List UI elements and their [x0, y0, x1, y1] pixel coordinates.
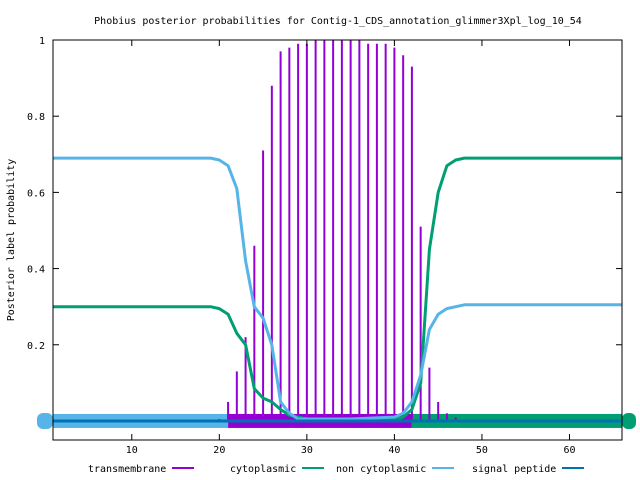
- probability-lines: [53, 156, 622, 423]
- y-tick-label: 1: [39, 36, 45, 47]
- x-tick-label: 10: [126, 445, 138, 456]
- x-tick-label: 60: [563, 445, 575, 456]
- legend-label: non cytoplasmic: [336, 464, 426, 475]
- y-axis-label: Posterior label probability: [6, 159, 17, 322]
- chart-title: Phobius posterior probabilities for Cont…: [94, 16, 582, 27]
- series-line-0: [53, 156, 622, 421]
- y-tick-label: 0.8: [27, 112, 45, 123]
- legend: transmembrane cytoplasmic non cytoplasmic s…: [88, 464, 584, 475]
- x-tick-label: 40: [388, 445, 400, 456]
- topology-band-end-cap: [622, 412, 636, 429]
- y-tick-label: 0.2: [27, 341, 45, 352]
- legend-label: cytoplasmic: [230, 464, 296, 475]
- plot-frame: [52, 39, 623, 441]
- transmembrane-impulses: [218, 40, 457, 421]
- y-tick-label: 0.6: [27, 188, 45, 199]
- y-tick-label: 0.4: [27, 265, 45, 276]
- x-tick-label: 30: [301, 445, 313, 456]
- legend-label: signal peptide: [472, 464, 556, 475]
- x-tick-label: 20: [213, 445, 225, 456]
- legend-label: transmembrane: [88, 464, 166, 475]
- topology-band-cap-0: [37, 412, 53, 429]
- axis-ticks: 10 20 30 40 50 60 0.2 0.4 0.6 0.8 1: [27, 36, 622, 456]
- series-line-1: [53, 156, 622, 421]
- x-tick-label: 50: [476, 445, 488, 456]
